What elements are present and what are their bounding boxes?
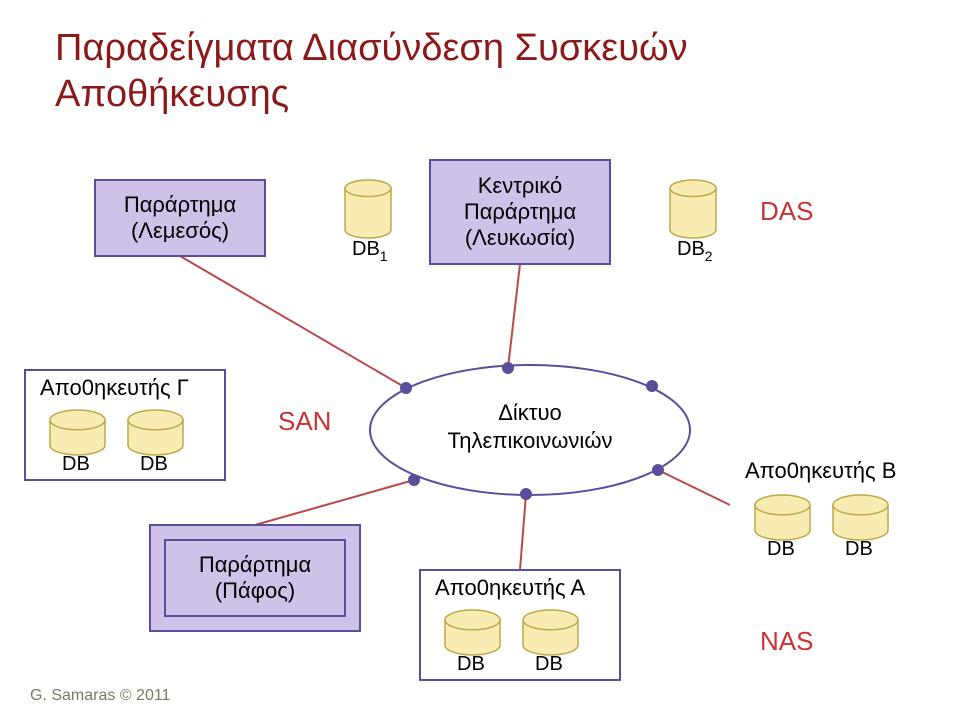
storage-g-db2-label: DB (140, 453, 168, 475)
db1-label: DB1 (352, 238, 388, 264)
nicosia-l2: Παράρτημα (464, 199, 577, 224)
connection-lines (180, 256, 730, 570)
slide-title-line2: Αποθήκευσης (55, 73, 289, 115)
db2-label: DB2 (677, 238, 713, 264)
das-label: DAS (760, 196, 813, 226)
diagram-canvas: Παραδείγματα Διασύνδεση Συσκευών Αποθήκε… (0, 0, 960, 720)
network-cloud: Δίκτυο Τηλεπικοινωνιών (370, 365, 690, 495)
limassol-l1: Παράρτημα (124, 192, 237, 217)
cloud-label-l1: Δίκτυο (498, 400, 562, 425)
cloud-label-l2: Τηλεπικοινωνιών (447, 428, 612, 453)
node-nicosia: Κεντρικό Παράρτημα (Λευκωσία) (430, 160, 610, 264)
paphos-l1: Παράρτημα (199, 552, 312, 577)
nicosia-l1: Κεντρικό (478, 173, 563, 198)
nicosia-l3: (Λευκωσία) (465, 225, 575, 250)
storage-a-db2-label: DB (535, 653, 563, 675)
storage-b-title: Απο0ηκευτής Β (745, 458, 896, 483)
db1-cylinder (345, 180, 391, 238)
storage-b-db2-cylinder (833, 495, 888, 540)
storage-a-title: Απο0ηκευτής Α (435, 575, 586, 600)
node-paphos: Παράρτημα (Πάφος) (150, 525, 360, 631)
node-limassol: Παράρτημα (Λεμεσός) (95, 180, 265, 256)
storage-b-db1-label: DB (767, 538, 795, 560)
limassol-l2: (Λεμεσός) (131, 218, 229, 243)
nas-label: NAS (760, 626, 813, 656)
storage-g-db2-cylinder (128, 410, 183, 455)
storage-a-db1-label: DB (457, 653, 485, 675)
paphos-l2: (Πάφος) (215, 578, 295, 603)
node-storage-a: Απο0ηκευτής Α DB DB (420, 570, 620, 680)
storage-g-title: Απο0ηκευτής Γ (40, 375, 189, 400)
db2-cylinder (670, 180, 716, 238)
storage-b-db1-cylinder (755, 495, 810, 540)
slide-title-line1: Παραδείγματα Διασύνδεση Συσκευών (55, 27, 688, 69)
storage-b-db2-label: DB (845, 538, 873, 560)
storage-a-db1-cylinder (445, 610, 500, 655)
node-storage-g: Απο0ηκευτής Γ DB DB (25, 370, 225, 480)
footer-text: G. Samaras © 2011 (30, 687, 171, 704)
storage-g-db1-label: DB (62, 453, 90, 475)
node-storage-b: Απο0ηκευτής Β DB DB (745, 458, 896, 560)
san-label: SAN (278, 406, 331, 436)
storage-a-db2-cylinder (523, 610, 578, 655)
storage-g-db1-cylinder (50, 410, 105, 455)
